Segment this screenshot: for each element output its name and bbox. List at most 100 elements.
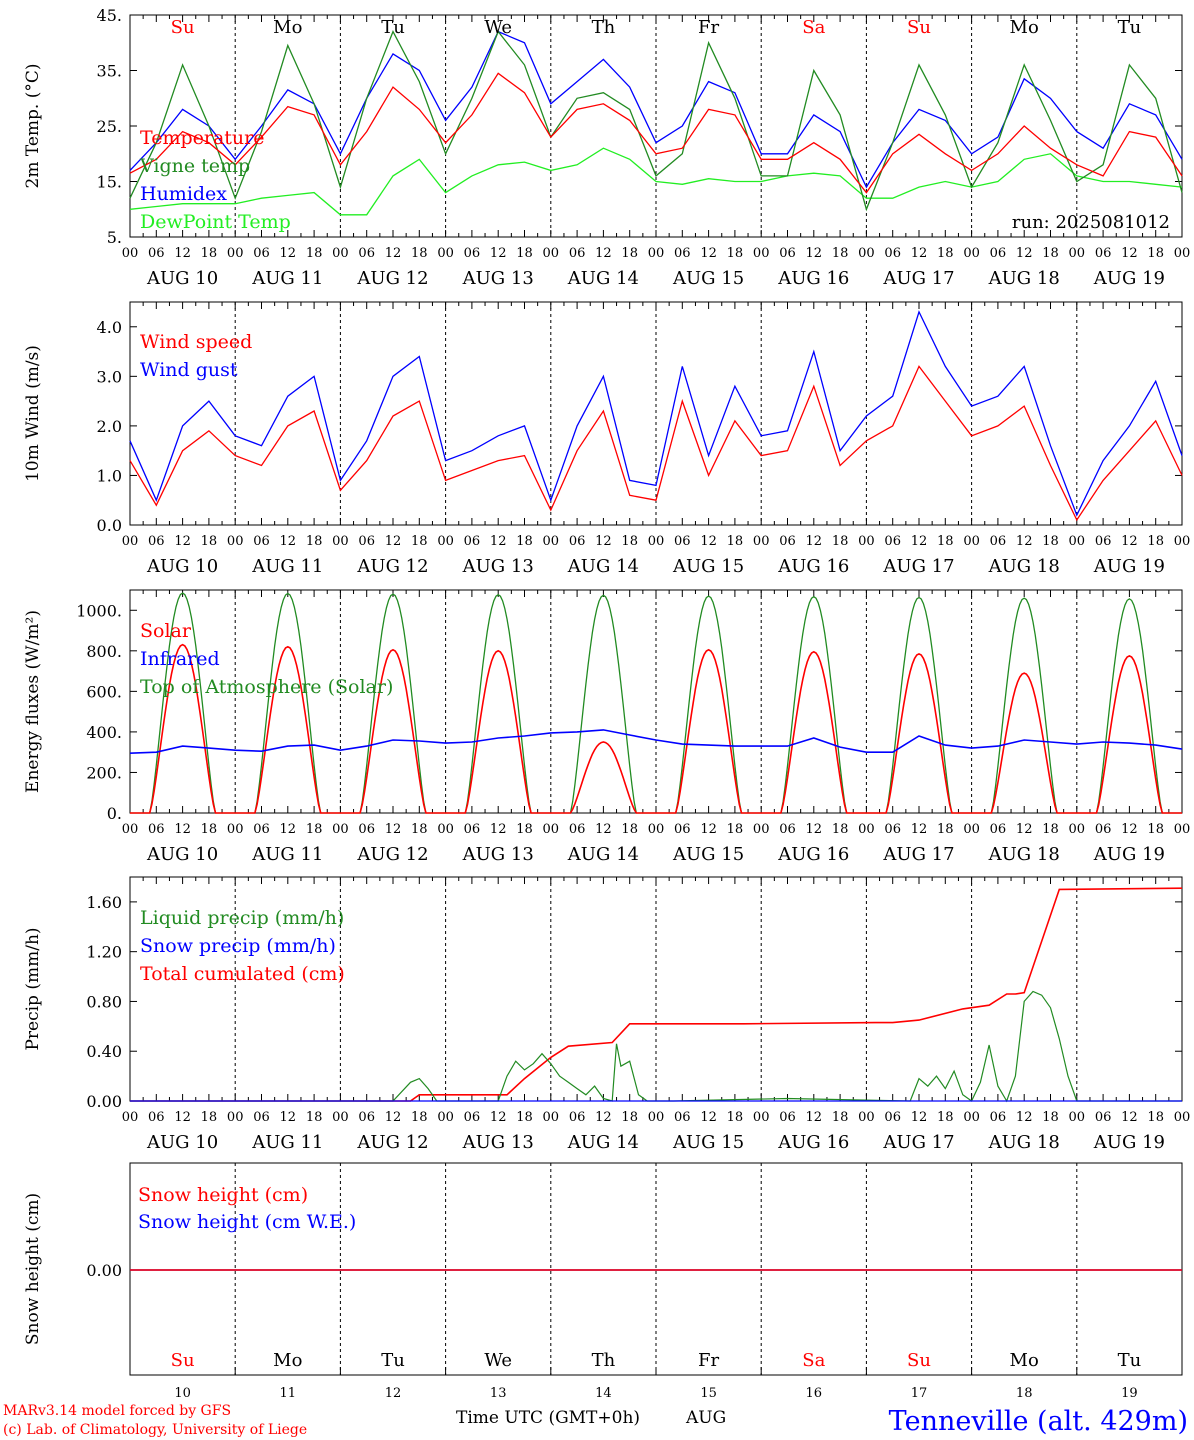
hour-tick-label: 18 bbox=[516, 822, 533, 837]
date-label: AUG 16 bbox=[777, 1132, 849, 1153]
hour-tick-label: 00 bbox=[858, 246, 875, 261]
weekday-label: Su bbox=[907, 1350, 931, 1371]
hour-tick-label: 18 bbox=[201, 534, 218, 549]
day-number-label: 15 bbox=[700, 1386, 717, 1401]
hour-tick-label: 00 bbox=[332, 246, 349, 261]
hour-tick-label: 06 bbox=[569, 246, 586, 261]
date-label: AUG 19 bbox=[1093, 556, 1165, 577]
hour-tick-label: 18 bbox=[516, 534, 533, 549]
hour-tick-label: 06 bbox=[779, 822, 796, 837]
date-label: AUG 15 bbox=[672, 268, 744, 289]
series-line-total-cumulated-cm- bbox=[130, 887, 1183, 1102]
credit-line-2: (c) Lab. of Climatology, University of L… bbox=[3, 1422, 307, 1438]
hour-tick-label: 06 bbox=[884, 822, 901, 837]
weekday-label: Mo bbox=[273, 1350, 302, 1371]
hour-tick-label: 12 bbox=[806, 1110, 823, 1125]
hour-tick-label: 12 bbox=[1016, 1110, 1033, 1125]
hour-tick-label: 06 bbox=[148, 246, 165, 261]
date-label: AUG 14 bbox=[567, 268, 639, 289]
date-label: AUG 17 bbox=[882, 1132, 954, 1153]
y-tick-label: 0.40 bbox=[86, 1042, 122, 1061]
hour-tick-label: 12 bbox=[490, 822, 507, 837]
hour-tick-label: 12 bbox=[280, 822, 297, 837]
weekday-label: Tu bbox=[381, 1350, 405, 1371]
date-label: AUG 18 bbox=[988, 268, 1060, 289]
station-title: Tenneville (alt. 429m) bbox=[889, 1406, 1188, 1437]
date-label: AUG 15 bbox=[672, 556, 744, 577]
series-line-infrared bbox=[129, 729, 1183, 754]
date-label: AUG 16 bbox=[777, 556, 849, 577]
hour-tick-label: 18 bbox=[727, 822, 744, 837]
date-label: AUG 14 bbox=[567, 844, 639, 865]
hour-tick-label: 18 bbox=[937, 822, 954, 837]
date-label: AUG 12 bbox=[356, 844, 428, 865]
hour-tick-label: 00 bbox=[227, 246, 244, 261]
hour-tick-label: 00 bbox=[648, 822, 665, 837]
date-label: AUG 12 bbox=[356, 1132, 428, 1153]
series-line-wind-gust bbox=[129, 310, 1183, 517]
hour-tick-label: 18 bbox=[201, 1110, 218, 1125]
weekday-label: Fr bbox=[698, 1350, 719, 1371]
hour-tick-label: 06 bbox=[358, 246, 375, 261]
weekday-label: Tu bbox=[1118, 1350, 1142, 1371]
y-tick-label: 1000. bbox=[76, 601, 122, 620]
hour-tick-label: 00 bbox=[753, 246, 770, 261]
hour-tick-label: 06 bbox=[464, 1110, 481, 1125]
date-label: AUG 16 bbox=[777, 268, 849, 289]
hour-tick-label: 06 bbox=[358, 534, 375, 549]
hour-tick-label: 18 bbox=[1147, 822, 1164, 837]
hour-tick-label: 00 bbox=[753, 1110, 770, 1125]
hour-tick-label: 12 bbox=[385, 1110, 402, 1125]
hour-tick-label: 12 bbox=[174, 1110, 191, 1125]
energy-panel: 0. 200. 400. 600. 800. 1000. Energy fluxes (W/… bbox=[23, 589, 1190, 865]
day-number-label: 10 bbox=[174, 1386, 191, 1401]
hour-tick-label: 06 bbox=[253, 534, 270, 549]
legend-entry: Infrared bbox=[140, 648, 220, 670]
hour-tick-label: 06 bbox=[569, 1110, 586, 1125]
hour-tick-label: 18 bbox=[621, 822, 638, 837]
weekday-label: We bbox=[484, 17, 512, 38]
hour-tick-label: 00 bbox=[648, 1110, 665, 1125]
hour-tick-label: 18 bbox=[937, 1110, 954, 1125]
legend-entry: Snow height (cm) bbox=[138, 1184, 308, 1206]
hour-tick-label: 18 bbox=[832, 1110, 849, 1125]
hour-tick-label: 12 bbox=[1121, 822, 1138, 837]
hour-tick-label: 12 bbox=[806, 246, 823, 261]
y-axis-label: Precip (mm/h) bbox=[23, 927, 43, 1050]
date-label: AUG 12 bbox=[356, 556, 428, 577]
hour-tick-label: 18 bbox=[1042, 246, 1059, 261]
day-number-label: 14 bbox=[595, 1386, 612, 1401]
hour-tick-label: 12 bbox=[385, 246, 402, 261]
series-line-temperature bbox=[129, 72, 1183, 194]
hour-tick-label: 00 bbox=[543, 1110, 560, 1125]
hour-tick-label: 00 bbox=[437, 246, 454, 261]
hour-tick-label: 18 bbox=[516, 246, 533, 261]
hour-tick-label: 18 bbox=[306, 1110, 323, 1125]
y-tick-label: 200. bbox=[86, 763, 122, 782]
hour-tick-label: 12 bbox=[280, 246, 297, 261]
y-tick-label: 15. bbox=[97, 173, 122, 192]
hour-tick-label: 00 bbox=[543, 822, 560, 837]
y-tick-label: 600. bbox=[86, 682, 122, 701]
weekday-label: Sa bbox=[802, 1350, 825, 1371]
weekday-label: Fr bbox=[698, 17, 719, 38]
hour-tick-label: 06 bbox=[148, 534, 165, 549]
hour-tick-label: 12 bbox=[1121, 1110, 1138, 1125]
hour-tick-label: 18 bbox=[621, 534, 638, 549]
hour-tick-label: 12 bbox=[280, 1110, 297, 1125]
y-tick-label: 3.0 bbox=[97, 367, 122, 386]
hour-tick-label: 00 bbox=[122, 246, 139, 261]
hour-tick-label: 00 bbox=[1174, 534, 1191, 549]
hour-tick-label: 06 bbox=[358, 822, 375, 837]
hour-tick-label: 18 bbox=[621, 1110, 638, 1125]
series-line-humidex bbox=[129, 30, 1183, 189]
date-label: AUG 19 bbox=[1093, 844, 1165, 865]
hour-tick-label: 12 bbox=[911, 534, 928, 549]
hour-tick-label: 18 bbox=[1042, 822, 1059, 837]
weekday-label: Mo bbox=[273, 17, 302, 38]
y-tick-label: 0.0 bbox=[97, 516, 122, 535]
hour-tick-label: 18 bbox=[411, 534, 428, 549]
hour-tick-label: 06 bbox=[464, 822, 481, 837]
hour-tick-label: 18 bbox=[1042, 534, 1059, 549]
hour-tick-label: 12 bbox=[595, 822, 612, 837]
